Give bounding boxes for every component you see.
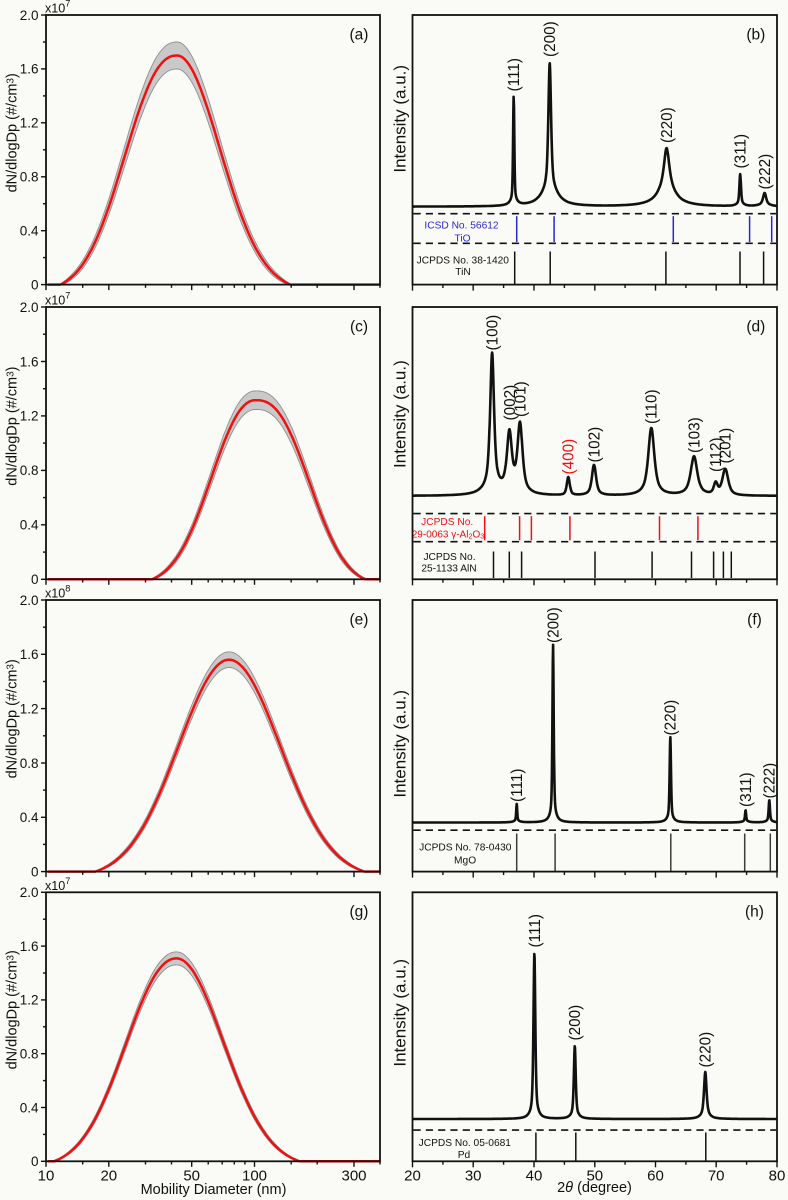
svg-text:25-1133 AlN: 25-1133 AlN [421, 564, 476, 575]
svg-text:dN/dlogDp (#/cm3): dN/dlogDp (#/cm3) [5, 366, 21, 485]
svg-text:0.8: 0.8 [20, 463, 39, 478]
svg-text:(220): (220) [659, 107, 676, 143]
svg-text:10: 10 [38, 1168, 55, 1185]
svg-text:0.8: 0.8 [20, 756, 39, 771]
svg-text:(111): (111) [527, 914, 544, 947]
svg-text:2θ (degree): 2θ (degree) [557, 1180, 632, 1196]
svg-text:(201): (201) [718, 428, 735, 464]
svg-text:30: 30 [465, 1168, 482, 1185]
svg-text:(102): (102) [586, 427, 603, 463]
svg-text:(111): (111) [509, 769, 526, 802]
svg-text:dN/dlogDp (#/cm3): dN/dlogDp (#/cm3) [5, 659, 21, 778]
svg-text:2.0: 2.0 [20, 885, 39, 900]
svg-text:Intensity (a.u.): Intensity (a.u.) [391, 959, 410, 1067]
svg-text:0.4: 0.4 [20, 810, 39, 825]
svg-text:1.6: 1.6 [20, 354, 39, 369]
svg-text:(200): (200) [567, 1005, 584, 1041]
svg-text:(100): (100) [485, 315, 502, 351]
svg-text:20: 20 [404, 1168, 421, 1185]
svg-text:(222): (222) [762, 763, 779, 799]
svg-text:20: 20 [100, 1168, 117, 1185]
svg-text:29-0063 γ-Al2O3: 29-0063 γ-Al2O3 [412, 530, 484, 541]
svg-text:50: 50 [586, 1168, 603, 1185]
svg-text:Intensity (a.u.): Intensity (a.u.) [391, 690, 410, 798]
svg-text:(400): (400) [561, 439, 578, 475]
svg-text:0.4: 0.4 [20, 224, 39, 239]
svg-text:300: 300 [341, 1168, 366, 1185]
svg-text:7: 7 [65, 291, 70, 301]
svg-text:(f): (f) [747, 611, 762, 628]
svg-text:100: 100 [242, 1168, 267, 1185]
svg-text:(200): (200) [542, 21, 559, 57]
svg-text:(103): (103) [686, 417, 703, 453]
svg-text:JCPDS No. 38-1420: JCPDS No. 38-1420 [417, 255, 510, 266]
svg-text:dN/dlogDp (#/cm3): dN/dlogDp (#/cm3) [5, 73, 21, 192]
svg-text:2.0: 2.0 [20, 300, 39, 315]
svg-text:(311): (311) [733, 134, 750, 169]
svg-text:7: 7 [65, 0, 70, 9]
svg-text:0.8: 0.8 [20, 1047, 39, 1062]
svg-text:x10: x10 [45, 294, 65, 308]
svg-text:(222): (222) [757, 154, 774, 190]
svg-text:0.8: 0.8 [20, 170, 39, 185]
svg-text:1.6: 1.6 [20, 939, 39, 954]
svg-text:TiO: TiO [454, 233, 470, 244]
svg-text:1.2: 1.2 [20, 409, 39, 424]
svg-text:2.0: 2.0 [20, 8, 39, 23]
svg-text:MgO: MgO [454, 856, 476, 867]
svg-text:40: 40 [526, 1168, 543, 1185]
svg-text:dN/dlogDp (#/cm3): dN/dlogDp (#/cm3) [5, 950, 21, 1069]
svg-text:(220): (220) [663, 700, 680, 736]
svg-text:(002): (002) [502, 385, 519, 421]
svg-text:x10: x10 [45, 587, 65, 601]
svg-text:(a): (a) [350, 26, 369, 43]
svg-text:ICSD No. 56612: ICSD No. 56612 [424, 221, 499, 232]
svg-text:JCPDS No.: JCPDS No. [423, 552, 475, 563]
svg-text:0: 0 [31, 277, 39, 292]
svg-text:JCPDS No.: JCPDS No. [421, 517, 473, 528]
svg-text:(d): (d) [746, 318, 765, 335]
svg-text:7: 7 [65, 876, 70, 886]
svg-text:JCPDS No. 78-0430: JCPDS No. 78-0430 [419, 842, 512, 853]
svg-text:(311): (311) [738, 772, 755, 807]
svg-text:Pd: Pd [458, 1150, 471, 1161]
svg-text:(e): (e) [350, 611, 369, 628]
svg-text:x10: x10 [45, 2, 65, 16]
svg-text:(c): (c) [350, 318, 368, 335]
svg-text:0: 0 [31, 1154, 39, 1169]
svg-text:1.6: 1.6 [20, 62, 39, 77]
svg-text:60: 60 [647, 1168, 664, 1185]
svg-text:(b): (b) [746, 26, 765, 43]
svg-text:JCPDS No. 05-0681: JCPDS No. 05-0681 [419, 1138, 512, 1149]
svg-text:1.2: 1.2 [20, 701, 39, 716]
svg-text:Intensity (a.u.): Intensity (a.u.) [391, 360, 410, 468]
svg-text:80: 80 [769, 1168, 786, 1185]
svg-text:(h): (h) [745, 904, 764, 921]
svg-text:1.6: 1.6 [20, 647, 39, 662]
svg-text:50: 50 [183, 1168, 200, 1185]
svg-text:(200): (200) [546, 607, 563, 643]
svg-text:8: 8 [65, 584, 70, 594]
svg-text:1.2: 1.2 [20, 116, 39, 131]
svg-text:(110): (110) [644, 389, 661, 424]
svg-text:(112): (112) [708, 437, 725, 472]
svg-text:TiN: TiN [455, 267, 470, 278]
svg-text:0.4: 0.4 [20, 518, 39, 533]
svg-text:(111): (111) [506, 58, 523, 91]
svg-text:1.2: 1.2 [20, 993, 39, 1008]
svg-text:(g): (g) [350, 904, 369, 921]
svg-text:2.0: 2.0 [20, 593, 39, 608]
svg-text:(101): (101) [512, 381, 529, 417]
svg-text:Intensity (a.u.): Intensity (a.u.) [391, 65, 410, 173]
svg-text:(220): (220) [698, 1032, 715, 1068]
svg-text:x10: x10 [45, 879, 65, 893]
svg-text:70: 70 [708, 1168, 725, 1185]
svg-text:0: 0 [31, 572, 39, 587]
svg-text:Mobility Diameter (nm): Mobility Diameter (nm) [141, 1182, 287, 1198]
svg-text:0.4: 0.4 [20, 1100, 39, 1115]
svg-text:0: 0 [31, 864, 39, 879]
